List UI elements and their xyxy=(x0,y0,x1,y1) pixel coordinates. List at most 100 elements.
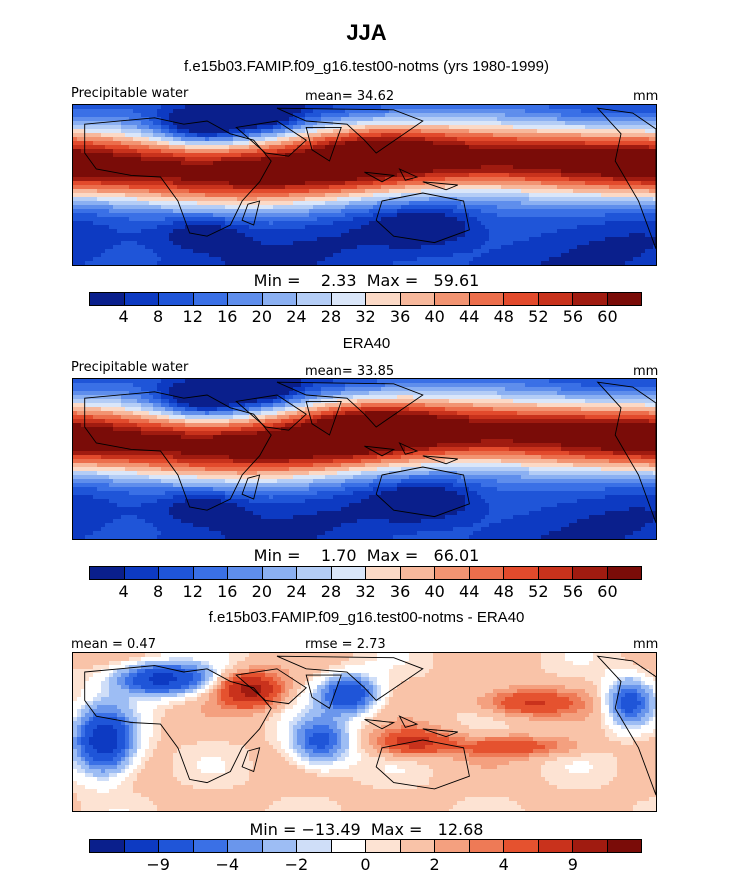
colorbar-swatch xyxy=(400,293,435,305)
colorbar-tick-label: 8 xyxy=(153,582,164,601)
colorbar-tick-label: 12 xyxy=(182,582,203,601)
panel1-variable-label: Precipitable water xyxy=(71,86,189,101)
colorbar-swatch xyxy=(504,293,539,305)
colorbar-swatch xyxy=(400,840,435,852)
coastline xyxy=(235,668,342,709)
coastline xyxy=(84,117,272,237)
colorbar-swatch xyxy=(469,293,504,305)
colorbar-swatch xyxy=(573,840,608,852)
coastline xyxy=(375,192,470,244)
colorbar-tick-label: 28 xyxy=(320,582,342,601)
colorbar-tick-label: 32 xyxy=(355,307,376,326)
colorbar-swatch xyxy=(366,293,401,305)
coastline xyxy=(241,200,261,226)
colorbar-swatch xyxy=(573,567,608,579)
colorbar-tick-label: 16 xyxy=(217,582,238,601)
panel3-map xyxy=(72,652,657,812)
panel2-map xyxy=(72,378,657,540)
colorbar-swatch xyxy=(297,840,332,852)
figure-title: JJA xyxy=(346,20,387,45)
panel2-colorbar xyxy=(89,566,642,580)
panel3-colorbar-ticks: −9 −4 −2 0 2 4 9 xyxy=(89,855,642,874)
colorbar-tick-label: 16 xyxy=(217,307,238,326)
colorbar-tick-label: 56 xyxy=(562,307,584,326)
colorbar-tick-label: 4 xyxy=(118,582,129,601)
colorbar-swatch xyxy=(297,293,332,305)
colorbar-tick-label: 40 xyxy=(424,582,445,601)
colorbar-swatch xyxy=(262,567,297,579)
colorbar-swatch xyxy=(159,840,194,852)
colorbar-tick-label: 20 xyxy=(251,307,272,326)
panel1-field xyxy=(73,105,656,265)
colorbar-swatch xyxy=(538,567,573,579)
colorbar-swatch xyxy=(435,293,470,305)
colorbar-swatch xyxy=(193,293,228,305)
colorbar-tick-label: 36 xyxy=(389,307,411,326)
colorbar-swatch xyxy=(435,567,470,579)
colorbar-tick-label: 40 xyxy=(424,307,445,326)
colorbar-swatch xyxy=(297,567,332,579)
coastline xyxy=(241,474,261,500)
coastline xyxy=(375,739,470,790)
colorbar-swatch xyxy=(331,293,366,305)
colorbar-swatch xyxy=(538,840,573,852)
colorbar-tick-label: 12 xyxy=(182,307,203,326)
coastline xyxy=(596,381,656,524)
panel2-variable-label: Precipitable water xyxy=(71,360,189,375)
colorbar-swatch xyxy=(124,567,159,579)
colorbar-swatch xyxy=(228,567,263,579)
coastline xyxy=(364,715,458,738)
panel1-subtitle: f.e15b03.FAMIP.f09_g16.test00-notms (yrs… xyxy=(184,58,549,75)
coastline xyxy=(375,466,470,518)
panel3-units-label: mm xyxy=(633,637,659,652)
panel3-field xyxy=(73,653,656,811)
colorbar-tick-label: 4 xyxy=(498,855,509,874)
colorbar-swatch xyxy=(228,840,263,852)
colorbar-swatch xyxy=(90,840,125,852)
panel3-colorbar xyxy=(89,839,642,853)
panel2-colorbar-ticks: 4 8 12 16 20 24 28 32 36 40 44 48 52 56 60 xyxy=(89,582,642,601)
colorbar-tick-label: 8 xyxy=(153,307,164,326)
colorbar-tick-label: 52 xyxy=(528,307,549,326)
panel2-units-label: mm xyxy=(633,364,659,379)
colorbar-swatch xyxy=(573,293,608,305)
coastline xyxy=(276,381,424,428)
colorbar-swatch xyxy=(607,293,641,305)
panel2-subtitle: ERA40 xyxy=(342,335,391,352)
colorbar-swatch xyxy=(331,567,366,579)
colorbar-tick-label: 9 xyxy=(567,855,578,874)
colorbar-tick-label: 24 xyxy=(286,582,307,601)
colorbar-tick-label: 44 xyxy=(459,307,480,326)
colorbar-tick-label: −4 xyxy=(215,855,240,874)
colorbar-swatch xyxy=(90,567,125,579)
colorbar-swatch xyxy=(159,293,194,305)
panel3-mean-label: mean = 0.47 xyxy=(71,637,156,652)
panel3-subtitle: f.e15b03.FAMIP.f09_g16.test00-notms - ER… xyxy=(208,609,525,626)
coastline xyxy=(364,442,458,465)
colorbar-swatch xyxy=(331,840,366,852)
colorbar-tick-label: 2 xyxy=(429,855,440,874)
colorbar-swatch xyxy=(469,840,504,852)
colorbar-tick-label: 36 xyxy=(389,582,411,601)
panel2-min-max: Min = 1.70 Max = 66.01 xyxy=(253,546,480,565)
colorbar-swatch xyxy=(504,840,539,852)
panel1-units-label: mm xyxy=(633,89,659,104)
colorbar-swatch xyxy=(262,293,297,305)
colorbar-swatch xyxy=(435,840,470,852)
colorbar-tick-label: 60 xyxy=(597,582,618,601)
panel2-field xyxy=(73,379,656,539)
colorbar-swatch xyxy=(366,840,401,852)
colorbar-swatch xyxy=(228,293,263,305)
colorbar-swatch xyxy=(366,567,401,579)
colorbar-tick-label: 60 xyxy=(597,307,618,326)
colorbar-swatch xyxy=(193,840,228,852)
coastline xyxy=(276,107,424,154)
coastline xyxy=(84,391,272,511)
coastline xyxy=(235,394,342,436)
panel1-min-max: Min = 2.33 Max = 59.61 xyxy=(253,271,480,290)
colorbar-tick-label: 48 xyxy=(493,307,514,326)
colorbar-swatch xyxy=(124,840,159,852)
colorbar-swatch xyxy=(607,567,641,579)
colorbar-swatch xyxy=(538,293,573,305)
panel3-min-max: Min = −13.49 Max = 12.68 xyxy=(249,820,484,839)
